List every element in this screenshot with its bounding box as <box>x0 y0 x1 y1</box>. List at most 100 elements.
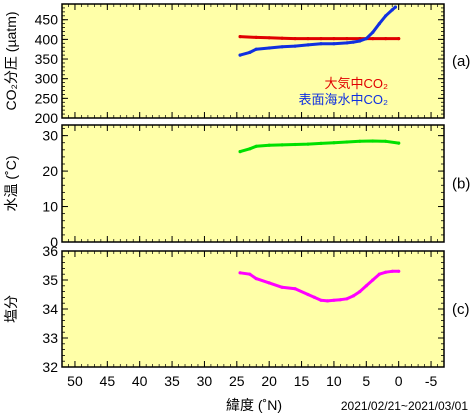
panel-a-series-1-point <box>238 35 242 39</box>
panel-b-series-1-point <box>254 144 258 148</box>
panel-b-series-1-point <box>267 143 271 147</box>
panel-b-ytick-label: 10 <box>42 199 58 215</box>
panel-a-series-2-point <box>267 46 271 50</box>
panel-a-series-1-point <box>384 37 388 41</box>
panel-a-series-1-point <box>293 37 297 41</box>
panel-b-series-1-point <box>358 139 362 143</box>
panel-a-series-1-point <box>345 37 349 41</box>
x-axis-label: 緯度 (˚N) <box>226 397 282 413</box>
panel-a-series-2-point <box>371 30 375 34</box>
x-tick-label: 35 <box>164 373 180 389</box>
panel-c-tag: (c) <box>452 301 470 318</box>
panel-c-series-1-point <box>345 297 349 301</box>
panel-c: 32 33 34 35 36 塩分 (c) <box>3 243 470 375</box>
panel-a-series-2-point <box>280 45 284 49</box>
panel-a-series-2-point <box>332 42 336 46</box>
panel-a-ytick-label: 450 <box>35 12 59 28</box>
panel-a-series-2-line <box>238 5 397 57</box>
panel-a-series-2-point <box>358 39 362 43</box>
panel-c-series-1-point <box>377 272 381 276</box>
panel-a-series-2-point <box>254 47 258 51</box>
panel-a-series-2-point <box>345 41 349 45</box>
panel-c-y-axis-label: 塩分 <box>3 295 19 323</box>
panel-a-series-2-point <box>384 14 388 18</box>
panel-b-series-1-point <box>332 141 336 145</box>
panel-c-ytick-label: 32 <box>42 359 58 375</box>
panel-c-series-1-point <box>384 270 388 274</box>
panel-c-series-1-point <box>390 269 394 273</box>
panel-a-series-1-point <box>280 36 284 40</box>
panel-b-series-1-point <box>306 142 310 146</box>
panel-a-series-2-point <box>377 22 381 26</box>
panel-b-series-1-point <box>384 139 388 143</box>
panel-c-ytick-label: 36 <box>42 243 58 259</box>
panel-c-background <box>62 251 444 367</box>
panel-c-series-1-point <box>325 299 330 303</box>
panel-a-series-1-point <box>267 36 271 40</box>
date-range: 2021/02/21~2021/03/01 <box>341 399 468 413</box>
panel-a-series-1-point <box>319 37 323 41</box>
panel-b-series-1-point <box>371 139 375 143</box>
panel-b-series-1-line <box>238 139 401 154</box>
x-tick-label: 40 <box>132 373 148 389</box>
panel-c-series-1-point <box>364 284 368 288</box>
panel-c-series-1-point <box>293 287 297 291</box>
panel-c-series-1-point <box>351 294 355 298</box>
panel-c-series-1-point <box>371 278 375 282</box>
x-tick-label: 10 <box>326 373 342 389</box>
panel-c-series-1-point <box>267 281 271 285</box>
panel-c-series-1-point <box>338 298 342 302</box>
panel-c-series-1-point <box>306 292 310 297</box>
legend-item-2: 表面海水中CO₂ <box>298 92 388 107</box>
panel-b-series-1-point <box>238 150 242 154</box>
x-tick-label: -5 <box>425 373 438 389</box>
panel-a-series-2-point <box>390 8 394 12</box>
x-tick-label: 50 <box>67 373 83 389</box>
panel-a-series-2-point <box>351 40 355 44</box>
panel-c-series-1-point <box>254 277 258 281</box>
panel-a-tag: (a) <box>452 53 470 70</box>
x-tick-label: 30 <box>197 373 213 389</box>
panel-c-ytick-label: 34 <box>42 301 58 317</box>
panel-c-series-1-point <box>332 298 336 302</box>
panel-b: 0 10 20 30 水温 (˚C) (b) <box>3 124 470 250</box>
panel-c-series-1-point <box>238 271 242 275</box>
panel-a: 200 250 300 350 400 450 CO₂分圧 (µatm) (a) 大気中CO₂表… <box>3 3 470 126</box>
x-tick-label: 25 <box>229 373 245 389</box>
panel-b-background <box>62 125 444 242</box>
panel-b-series-1-point <box>345 140 349 144</box>
x-tick-label: 15 <box>294 373 310 389</box>
panel-a-ytick-label: 200 <box>35 110 59 126</box>
panel-b-series-1-point <box>293 142 297 147</box>
x-tick-label: 45 <box>100 373 116 389</box>
panel-b-series-1-point <box>248 147 252 151</box>
panel-b-y-axis-label: 水温 (˚C) <box>3 156 19 212</box>
panel-c-series-1-point <box>248 272 252 276</box>
panel-b-ytick-label: 20 <box>42 163 58 179</box>
panel-c-series-1-point <box>312 295 317 299</box>
panel-a-series-2-point <box>364 37 368 41</box>
panel-c-series-1-point <box>319 298 323 302</box>
panel-c-series-1-point <box>397 269 401 273</box>
panel-a-series-2-point <box>319 42 323 46</box>
panel-a-ytick-label: 300 <box>35 71 59 87</box>
panel-a-series-1-point <box>332 37 336 41</box>
panel-c-ytick-label: 33 <box>42 330 58 346</box>
x-tick-label: 0 <box>395 373 403 389</box>
panel-b-ytick-label: 30 <box>42 128 58 144</box>
panel-b-tag: (b) <box>452 176 470 193</box>
panel-a-series-1-point <box>371 37 375 41</box>
x-tick-label: 5 <box>362 373 370 389</box>
panel-a-frame <box>61 3 445 119</box>
panel-b-series-1-point <box>397 141 401 145</box>
panel-a-series-2-point <box>248 50 252 55</box>
panel-a-series-2-point <box>393 5 397 9</box>
panel-a-series-2-point <box>238 53 242 57</box>
panel-b-frame <box>61 124 445 243</box>
panel-a-series-2-point <box>293 44 297 48</box>
panel-a-ytick-label: 350 <box>35 51 59 67</box>
panel-b-series-1-point <box>280 143 284 147</box>
panel-a-series-2-point <box>306 43 310 47</box>
panel-b-series-1-point <box>319 141 323 145</box>
